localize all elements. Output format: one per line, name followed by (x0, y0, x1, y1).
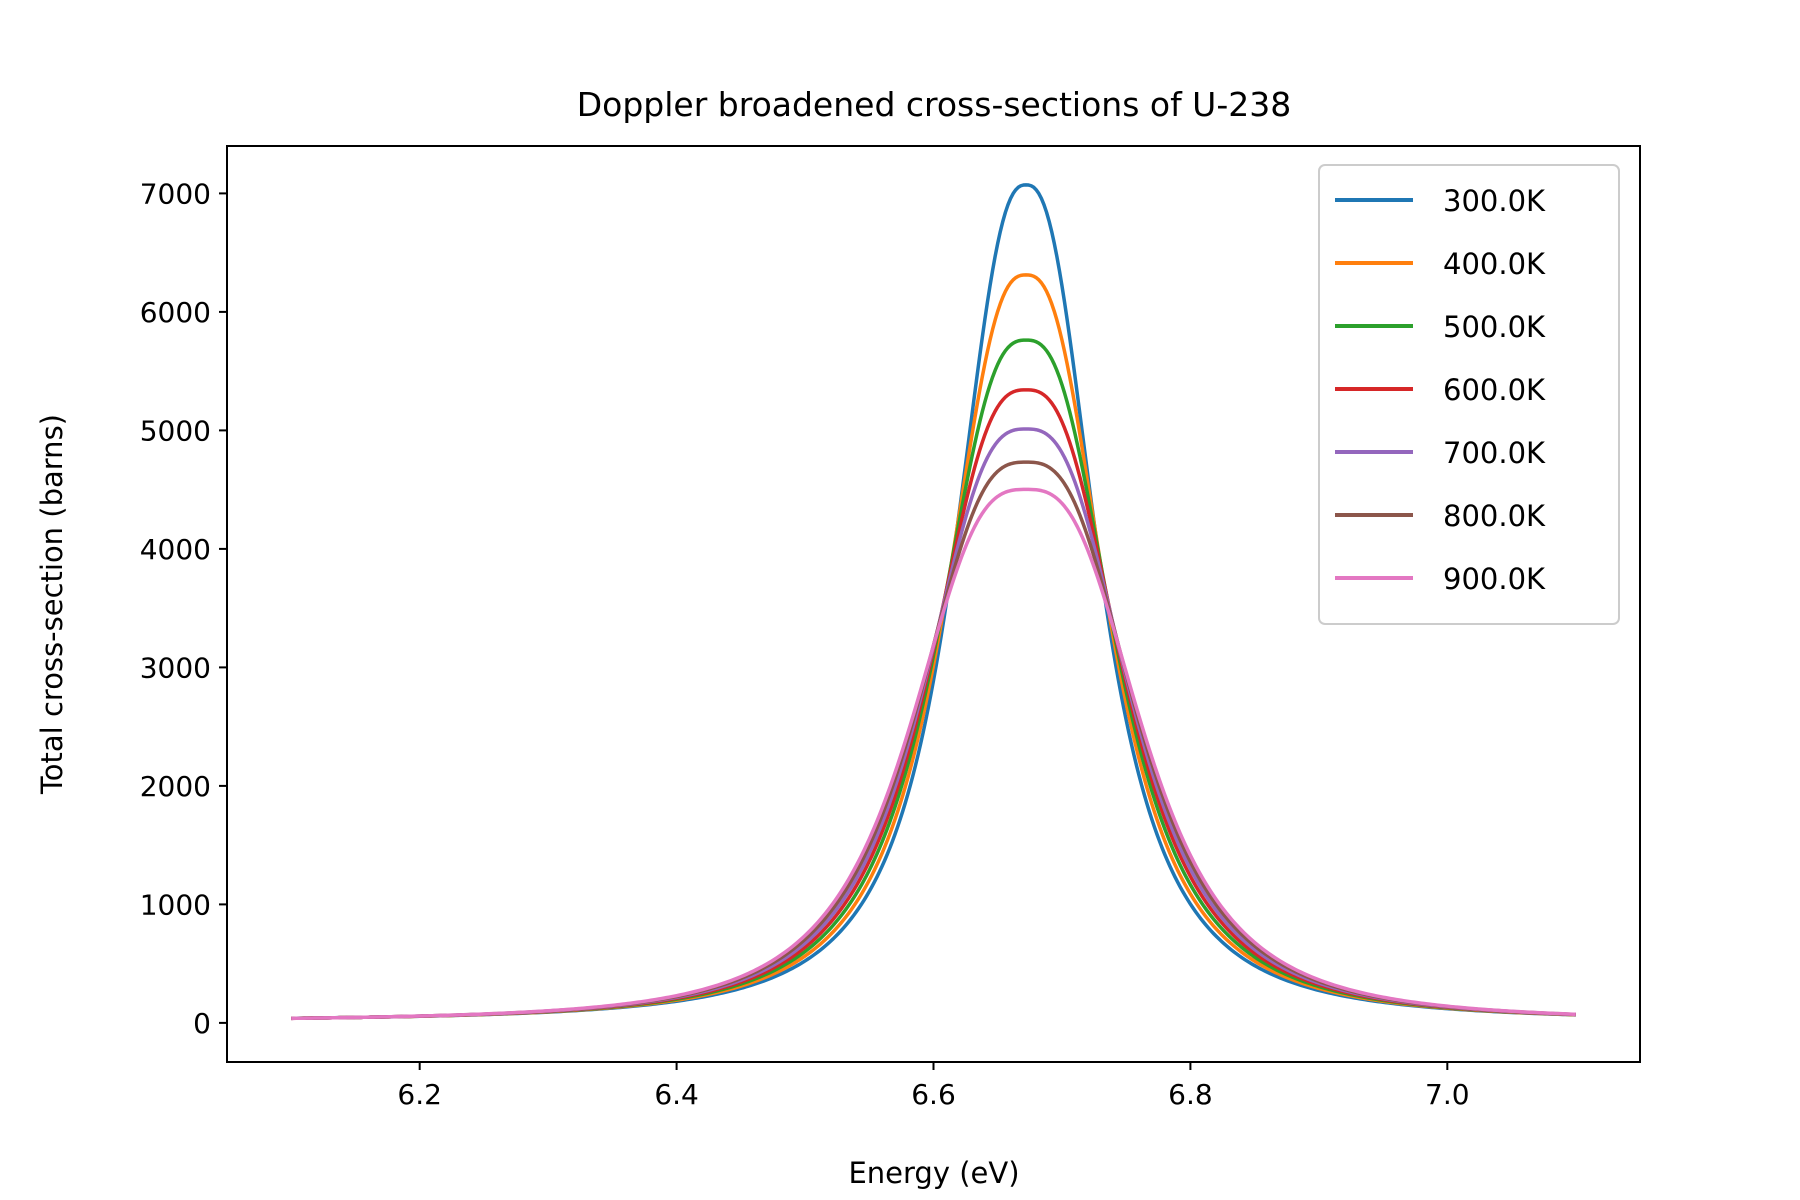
series-lines (291, 183, 1576, 1021)
y-tick-label: 3000 (140, 651, 211, 684)
legend-label: 400.0K (1443, 247, 1546, 281)
y-tick-label: 6000 (140, 296, 211, 329)
y-axis-label: Total cross-section (barns) (35, 414, 69, 795)
x-tick-label: 6.6 (911, 1078, 956, 1111)
x-tick-label: 6.4 (654, 1078, 699, 1111)
y-tick-label: 0 (193, 1007, 211, 1040)
y-tick-label: 1000 (140, 888, 211, 921)
legend-label: 800.0K (1443, 499, 1546, 533)
y-tick-label: 7000 (140, 177, 211, 210)
legend-label: 600.0K (1443, 373, 1546, 407)
y-tick-label: 2000 (140, 770, 211, 803)
x-axis-label: Energy (eV) (848, 1156, 1019, 1190)
legend-label: 700.0K (1443, 436, 1546, 470)
legend-label: 300.0K (1443, 184, 1546, 218)
x-axis-ticks: 6.2 6.4 6.6 6.8 7.0 (397, 1062, 1470, 1111)
x-tick-label: 7.0 (1425, 1078, 1470, 1111)
legend-box (1318, 164, 1620, 625)
y-tick-label: 5000 (140, 414, 211, 447)
legend-label: 500.0K (1443, 310, 1546, 344)
x-tick-label: 6.2 (397, 1078, 442, 1111)
chart-title: Doppler broadened cross-sections of U-23… (577, 85, 1291, 124)
legend-label: 900.0K (1443, 562, 1546, 596)
legend: 300.0K 400.0K 500.0K 600.0K 700.0K 800.0K 900.… (1318, 164, 1620, 625)
series-line-900.0K (291, 487, 1576, 1021)
y-tick-label: 4000 (140, 533, 211, 566)
x-tick-label: 6.8 (1168, 1078, 1213, 1111)
y-axis-ticks: 0 1000 2000 3000 4000 5000 6000 7000 (140, 177, 227, 1040)
